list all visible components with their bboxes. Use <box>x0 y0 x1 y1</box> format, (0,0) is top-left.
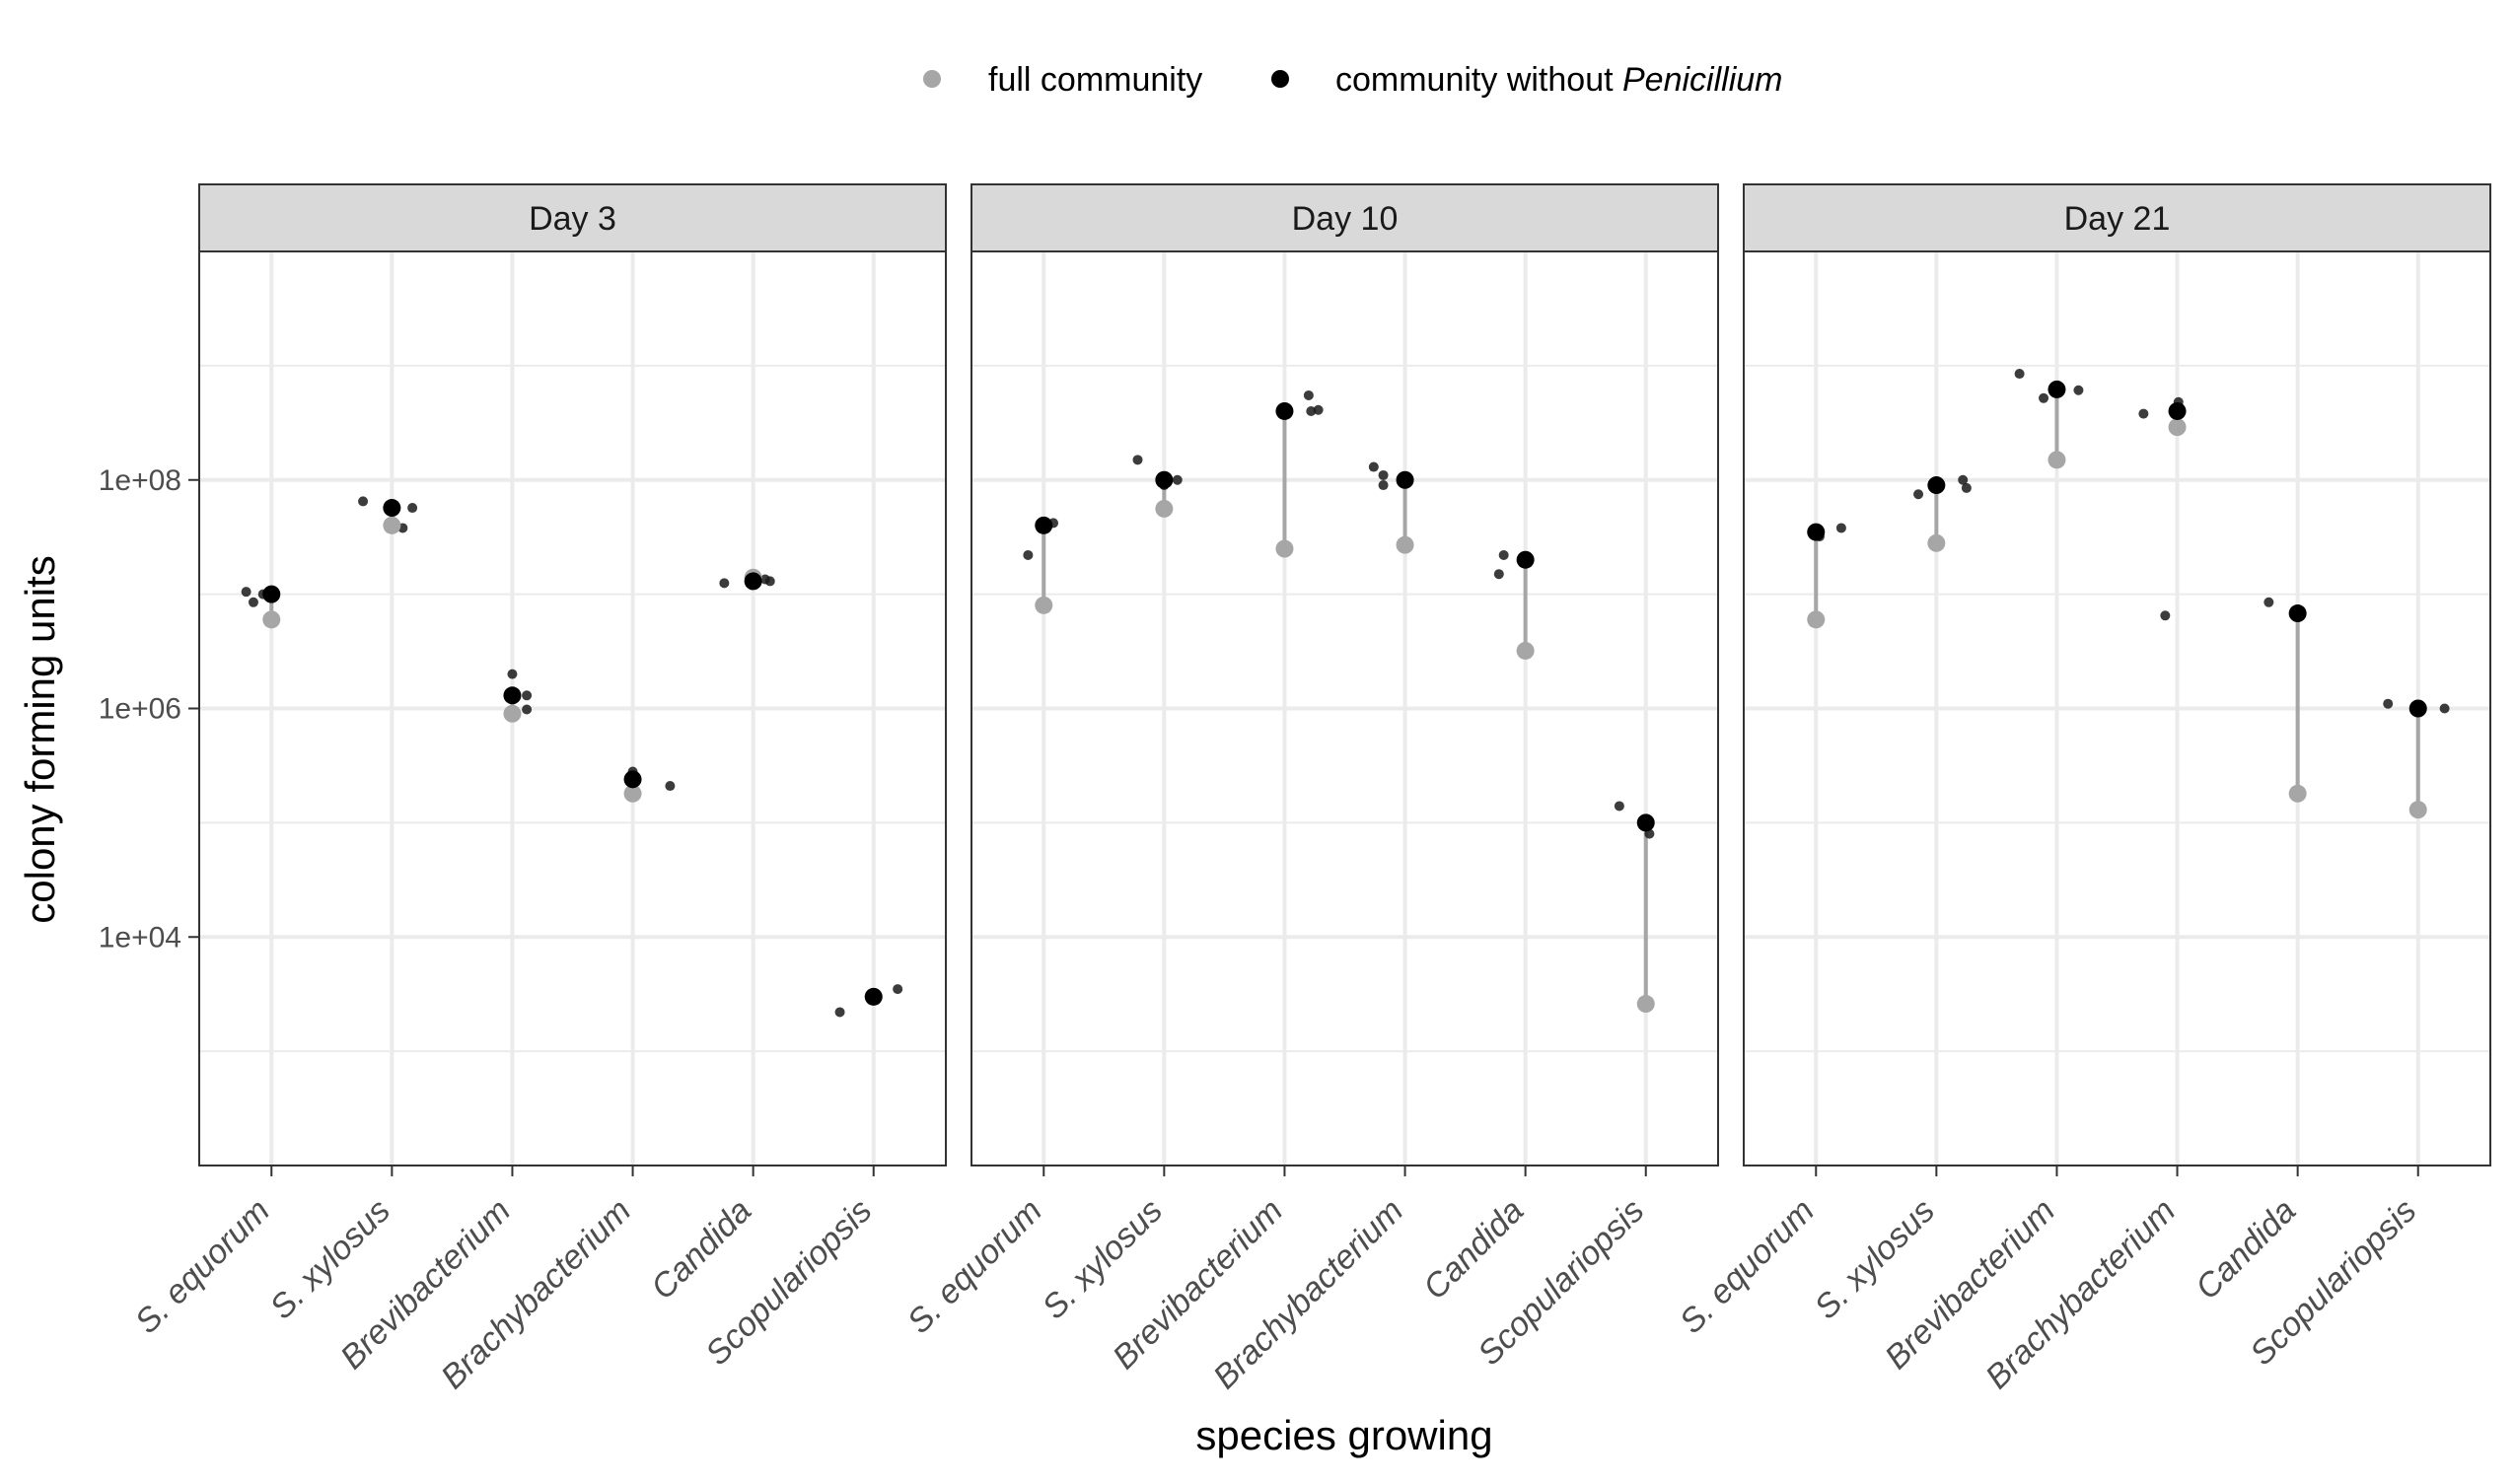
point-without-penicillium <box>2168 401 2187 420</box>
legend-label-full-community: full community <box>988 61 1202 99</box>
replicate-point <box>719 578 730 589</box>
x-axis-title: species growing <box>1195 1412 1492 1458</box>
replicate-point <box>2160 610 2171 621</box>
point-full-community <box>2048 451 2066 469</box>
point-without-penicillium <box>1516 550 1535 569</box>
point-without-penicillium <box>503 686 522 705</box>
replicate-point <box>1378 480 1389 491</box>
replicate-point <box>1303 389 1314 400</box>
point-full-community <box>2408 801 2427 819</box>
replicate-point <box>1614 801 1624 812</box>
replicate-point <box>1493 569 1504 580</box>
replicate-point <box>2439 703 2450 714</box>
replicate-point <box>1498 549 1509 560</box>
legend: full community community without Penicil… <box>923 61 1783 99</box>
point-without-penicillium <box>2288 604 2307 623</box>
replicate-point <box>1368 461 1379 472</box>
replicate-point <box>522 690 533 701</box>
replicate-point <box>834 1007 845 1018</box>
point-full-community <box>503 704 522 723</box>
point-without-penicillium <box>1275 401 1294 420</box>
legend-key-community-without-penicillium <box>1271 70 1289 88</box>
point-full-community <box>383 516 401 534</box>
replicate-point <box>241 587 252 598</box>
point-without-penicillium <box>2408 699 2427 718</box>
legend-key-full-community <box>923 70 941 88</box>
point-without-penicillium <box>1035 516 1053 534</box>
replicate-point <box>893 984 903 995</box>
y-axis-title: colony forming units <box>17 555 63 924</box>
point-without-penicillium <box>623 770 642 789</box>
point-full-community <box>623 784 642 803</box>
replicate-point <box>1132 455 1143 465</box>
replicate-point <box>759 574 770 585</box>
replicate-point <box>1961 482 1972 493</box>
point-without-penicillium <box>1396 470 1414 489</box>
point-full-community <box>2288 784 2307 803</box>
point-without-penicillium <box>262 585 281 603</box>
point-full-community <box>1807 610 1826 629</box>
point-full-community <box>1155 499 1174 518</box>
replicate-point <box>1023 549 1034 560</box>
replicate-point <box>2073 385 2084 395</box>
replicate-point <box>248 597 258 607</box>
replicate-point <box>1378 469 1389 480</box>
strip-background <box>970 183 1719 252</box>
strip-background <box>1743 183 2491 252</box>
replicate-point <box>2383 698 2394 709</box>
point-full-community <box>1636 995 1655 1014</box>
point-without-penicillium <box>744 572 762 591</box>
y-tick-label: 1e+08 <box>99 464 181 497</box>
replicate-point <box>522 704 533 715</box>
replicate-point <box>358 496 369 507</box>
point-full-community <box>1396 535 1414 554</box>
replicate-point <box>2138 408 2149 419</box>
replicate-point <box>2264 597 2274 607</box>
replicate-point <box>507 669 518 679</box>
point-full-community <box>1275 539 1294 558</box>
y-tick-label: 1e+06 <box>99 693 181 726</box>
point-without-penicillium <box>1807 523 1826 541</box>
point-full-community <box>1035 596 1053 614</box>
replicate-point <box>407 503 418 514</box>
point-without-penicillium <box>2048 380 2066 398</box>
strip-background <box>198 183 947 252</box>
point-full-community <box>2168 418 2187 437</box>
replicate-point <box>1958 474 1969 485</box>
replicate-point <box>1835 523 1846 533</box>
strip-label: Day 3 <box>529 200 616 238</box>
legend-label-community-without-penicillium: community without Penicillium <box>1335 61 1783 99</box>
point-full-community <box>1516 641 1535 660</box>
y-axis: 1e+04 1e+06 1e+08 <box>99 464 199 954</box>
y-tick-label: 1e+04 <box>99 921 181 954</box>
legend-label-italic: Penicillium <box>1622 61 1783 99</box>
point-full-community <box>262 610 281 629</box>
replicate-point <box>2039 392 2049 403</box>
replicate-point <box>1313 404 1324 415</box>
replicate-point <box>2014 369 2025 380</box>
point-without-penicillium <box>383 499 401 518</box>
replicate-point <box>665 781 676 792</box>
point-without-penicillium <box>864 987 883 1006</box>
point-without-penicillium <box>1155 470 1174 489</box>
strip-label: Day 10 <box>1292 200 1399 238</box>
replicate-point <box>1172 474 1183 485</box>
point-without-penicillium <box>1927 476 1946 495</box>
strip-label: Day 21 <box>2064 200 2171 238</box>
replicate-point <box>1913 489 1924 500</box>
point-full-community <box>1927 533 1946 552</box>
legend-label-plain: community without <box>1335 61 1622 99</box>
point-without-penicillium <box>1636 813 1655 832</box>
